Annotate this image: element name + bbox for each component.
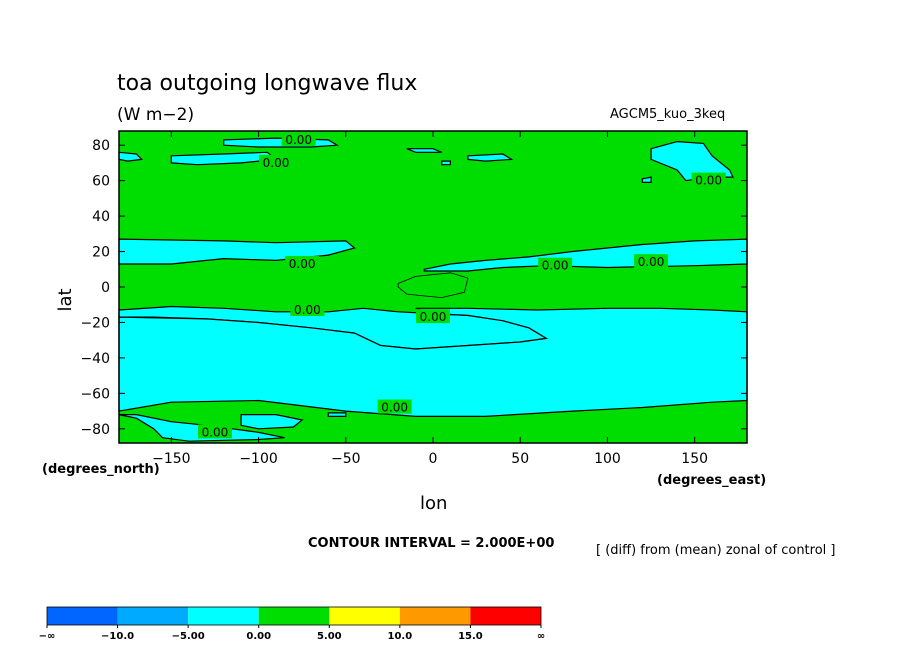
contour-label: 0.00 <box>542 259 569 273</box>
colorbar-label: 10.0 <box>388 631 413 642</box>
contour-label: 0.00 <box>294 303 321 317</box>
y-tick-label: −20 <box>80 315 110 331</box>
y-tick-label: −40 <box>80 351 110 367</box>
colorbar-label: 5.00 <box>317 631 342 642</box>
x-tick-label: −150 <box>152 451 190 467</box>
x-unit-label: (degrees_east) <box>657 473 766 488</box>
contour-label: 0.00 <box>289 257 316 271</box>
contour-label: 0.00 <box>695 174 722 188</box>
diff-note: [ (diff) from (mean) zonal of control ] <box>596 543 835 558</box>
y-tick-label: 20 <box>92 245 110 261</box>
contour-label: 0.00 <box>381 401 408 415</box>
colorbar: −∞ −10.0 −5.00 0.00 5.00 10.0 15.0 ∞ <box>39 606 545 642</box>
y-tick-label: −80 <box>80 422 110 438</box>
units-label: (W m−2) <box>117 105 194 125</box>
y-unit-label: (degrees_north) <box>42 462 160 477</box>
contour-equatorial-positive-loop <box>397 272 469 299</box>
contour-label-bg <box>416 309 450 324</box>
contour-label: 0.00 <box>285 133 312 147</box>
contour-label-bg <box>691 172 726 187</box>
region-arctic-patch-west <box>223 137 340 148</box>
y-tick-label: −60 <box>80 386 110 402</box>
x-tick-label: 50 <box>511 451 529 467</box>
x-tick-label: 100 <box>594 451 621 467</box>
region-arctic-small-3 <box>441 160 451 166</box>
colorbar-label: −∞ <box>39 631 56 642</box>
contour-label-bg <box>259 154 293 169</box>
colorbar-segment <box>470 607 541 625</box>
colorbar-frame <box>46 606 542 626</box>
plot-area: 0.00 0.00 0.00 0.00 0.00 0.00 0.00 0.00 0.00 0.00… <box>80 130 748 467</box>
colorbar-label: ∞ <box>537 631 545 642</box>
colorbar-label: 0.00 <box>246 631 271 642</box>
y-tick-label: 0 <box>101 280 110 296</box>
region-arctic-small-4 <box>406 148 442 153</box>
contour-label: 0.00 <box>263 156 290 170</box>
colorbar-segment <box>329 607 400 625</box>
region-antarctic-coast-patch <box>240 414 304 430</box>
contour-label-bg <box>377 399 412 414</box>
colorbar-segment <box>117 607 189 625</box>
contour-label: 0.00 <box>202 425 229 439</box>
region-arctic-small-2 <box>467 153 514 162</box>
y-tick-label: 40 <box>92 209 110 225</box>
y-axis-label: lat <box>55 288 76 311</box>
y-tick-label: 60 <box>92 174 110 190</box>
contour-label-bg <box>290 302 325 317</box>
region-southern-band-east <box>118 307 748 417</box>
colorbar-segment <box>399 607 471 625</box>
contour-label-bg <box>285 255 320 270</box>
x-tick-label: 150 <box>681 451 708 467</box>
region-arctic-east-small <box>641 176 652 183</box>
contour-label: 0.00 <box>638 255 665 269</box>
contour-label-bg <box>538 257 573 272</box>
colorbar-label: −5.00 <box>172 631 205 642</box>
contour-label: 0.00 <box>420 310 447 324</box>
colorbar-label: 15.0 <box>458 631 483 642</box>
contour-label-bg <box>281 131 316 146</box>
colorbar-segment <box>188 607 259 625</box>
contour-label-bg <box>197 424 232 439</box>
x-tick-label: −50 <box>331 451 361 467</box>
y-tick-label: 80 <box>92 138 110 154</box>
model-label: AGCM5_kuo_3keq <box>610 107 725 122</box>
chart-title: toa outgoing longwave flux <box>117 71 417 96</box>
region-arctic-patch-center <box>170 151 278 166</box>
region-south-contour-patch <box>327 412 347 417</box>
colorbar-label: −10.0 <box>101 631 134 642</box>
contour-interval: CONTOUR INTERVAL = 2.000E+00 <box>308 536 554 551</box>
region-arctic-east-patch <box>650 140 734 182</box>
colorbar-segment <box>258 607 330 625</box>
x-tick-label: −100 <box>239 451 277 467</box>
colorbar-segment <box>47 607 118 625</box>
x-tick-label: 0 <box>429 451 438 467</box>
x-axis-label: lon <box>420 493 447 514</box>
contour-label-bg <box>634 254 669 269</box>
